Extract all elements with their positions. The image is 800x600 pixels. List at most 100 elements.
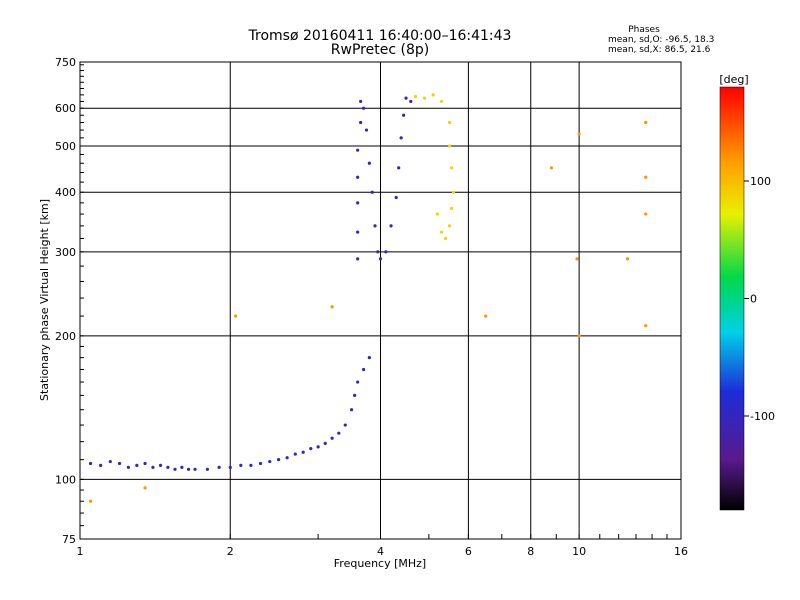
data-point [577, 132, 581, 136]
data-point [447, 120, 452, 125]
x-tick-label: 16 [674, 545, 688, 558]
data-point [126, 465, 130, 469]
colorbar-ticks: 100 0 -100 [744, 175, 775, 423]
phases-x-stats: mean, sd,X: 86.5, 21.6 [608, 45, 711, 55]
data-point [404, 96, 408, 100]
data-point [356, 257, 360, 261]
data-point [268, 459, 272, 464]
y-tick-label: 200 [55, 330, 76, 343]
data-point [389, 224, 393, 228]
chart-subtitle: RwPretec (8p) [331, 42, 429, 58]
data-point [285, 456, 289, 460]
colorbar [719, 86, 745, 511]
grid-lines [80, 62, 681, 539]
data-point [135, 463, 139, 467]
data-point [249, 463, 253, 467]
x-axis-ticks: 1 2 4 6 8 10 16 [77, 534, 688, 558]
data-point [316, 445, 320, 449]
data-point [449, 206, 454, 210]
data-point [447, 224, 452, 228]
colorbar-label: [deg] [719, 73, 748, 86]
data-point [301, 450, 305, 454]
data-point [158, 463, 163, 467]
data-point [228, 465, 232, 469]
phases-o-stats: mean, sd,O: -96.5, 18.3 [608, 35, 714, 45]
data-point [239, 463, 243, 467]
data-point [166, 465, 170, 469]
data-point [373, 224, 377, 228]
data-point [193, 467, 197, 471]
data-point [362, 106, 366, 110]
data-point [343, 423, 347, 427]
data-point [577, 334, 581, 338]
data-point [644, 175, 648, 179]
data-point [443, 236, 448, 241]
data-point [356, 380, 360, 384]
y-axis-label: Stationary phase Virtual Height [km] [38, 199, 51, 401]
y-axis-ticks: 75 100 200 300 400 500 600 750 [55, 56, 84, 546]
y-tick-label: 300 [55, 246, 76, 259]
x-tick-label: 10 [572, 545, 586, 558]
data-point [409, 99, 413, 104]
data-point [359, 120, 363, 125]
colorbar-tick-label: -100 [750, 410, 775, 423]
data-point [108, 459, 112, 464]
data-point [99, 463, 103, 467]
data-point [394, 195, 398, 200]
data-point [447, 144, 452, 148]
data-point [293, 452, 297, 456]
data-point [88, 499, 93, 503]
data-point [435, 212, 439, 216]
data-point [173, 467, 177, 471]
phases-title: Phases [628, 25, 660, 35]
data-point [376, 250, 380, 254]
data-point [449, 166, 454, 170]
data-point [186, 467, 191, 471]
data-point [575, 257, 579, 261]
x-tick-label: 1 [77, 545, 84, 558]
data-point [364, 128, 369, 132]
data-point [644, 324, 648, 328]
data-point [644, 212, 648, 216]
x-tick-label: 8 [527, 545, 534, 558]
data-point [143, 486, 147, 490]
data-point [367, 356, 371, 360]
data-point [356, 175, 360, 179]
data-point [484, 314, 488, 318]
data-point [359, 99, 363, 104]
y-tick-label: 600 [55, 102, 76, 115]
data-point [117, 461, 122, 466]
data-point [180, 465, 184, 469]
colorbar-tick-label: 100 [750, 175, 771, 188]
data-point [384, 250, 388, 254]
echo-points [88, 93, 648, 503]
data-point [422, 96, 427, 100]
data-point [549, 166, 554, 170]
y-tick-label: 750 [55, 56, 76, 69]
x-axis-label: Frequency [MHz] [334, 557, 426, 570]
data-point [330, 436, 334, 440]
data-point [439, 230, 444, 234]
data-point [402, 113, 406, 117]
data-point [644, 120, 648, 125]
y-tick-label: 100 [55, 473, 76, 486]
data-point [258, 461, 263, 466]
data-point [362, 367, 366, 372]
data-point [367, 161, 371, 165]
x-tick-label: 6 [465, 545, 472, 558]
data-point [217, 465, 221, 469]
y-tick-label: 75 [62, 533, 76, 546]
colorbar-tick-label: 0 [750, 293, 757, 306]
data-point [356, 230, 360, 234]
y-tick-label: 500 [55, 140, 76, 153]
data-point [88, 461, 93, 466]
data-point [205, 467, 210, 471]
data-point [397, 166, 401, 170]
data-point [356, 148, 360, 152]
data-point [370, 190, 374, 194]
data-point [451, 190, 456, 194]
data-point [431, 93, 435, 97]
data-point [323, 441, 327, 445]
data-point [349, 408, 354, 412]
